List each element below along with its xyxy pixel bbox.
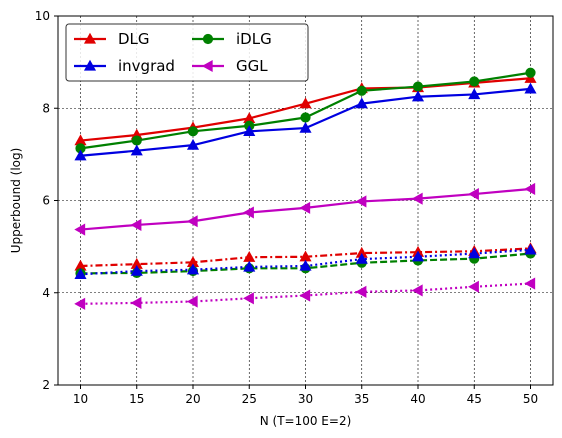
data-point-2-1 xyxy=(130,144,143,156)
series-layer xyxy=(74,67,537,310)
series-3 xyxy=(74,182,536,236)
data-point-7-8 xyxy=(524,277,536,290)
data-point-7-0 xyxy=(74,297,86,310)
data-point-2-4 xyxy=(299,121,312,133)
data-point-3-2 xyxy=(186,215,198,228)
data-point-2-6 xyxy=(411,90,425,102)
x-tick-label-5: 35 xyxy=(354,392,369,406)
legend-label-0: DLG xyxy=(118,30,150,48)
data-point-3-8 xyxy=(524,182,536,196)
data-point-3-6 xyxy=(411,192,423,205)
legend-label-3: GGL xyxy=(236,57,268,75)
legend-item-1: iDLG xyxy=(192,30,272,48)
data-point-6-4 xyxy=(299,259,312,271)
data-point-2-7 xyxy=(468,88,481,100)
data-point-7-6 xyxy=(411,284,423,297)
data-point-1-2 xyxy=(187,126,199,137)
data-point-6-2 xyxy=(186,263,200,275)
data-point-2-2 xyxy=(186,138,200,150)
legend: DLG iDLG invgrad GGL xyxy=(65,23,309,82)
series-2 xyxy=(74,82,537,161)
data-point-1-6 xyxy=(412,81,424,92)
data-point-7-2 xyxy=(186,295,198,308)
x-tick-label-6: 40 xyxy=(410,392,425,406)
data-point-1-8 xyxy=(525,67,536,78)
legend-box xyxy=(65,23,309,82)
x-tick-label-3: 25 xyxy=(242,392,257,406)
data-point-0-4 xyxy=(299,97,312,109)
legend-marker-0 xyxy=(83,32,97,44)
legend-item-2: invgrad xyxy=(74,57,175,75)
data-point-3-3 xyxy=(243,206,254,219)
data-point-6-6 xyxy=(411,250,425,262)
data-point-2-0 xyxy=(74,149,87,161)
data-point-1-1 xyxy=(131,135,142,146)
data-point-3-0 xyxy=(74,223,86,236)
x-tick-label-2: 20 xyxy=(185,392,200,406)
data-point-3-4 xyxy=(299,201,311,214)
data-point-2-5 xyxy=(355,97,368,109)
data-point-6-1 xyxy=(130,264,143,276)
data-point-3-1 xyxy=(130,218,142,231)
data-point-3-5 xyxy=(355,195,367,208)
data-point-6-7 xyxy=(468,247,481,259)
data-point-6-8 xyxy=(524,243,537,255)
y-tick-label-0: 2 xyxy=(42,378,50,392)
legend-marker-1 xyxy=(202,33,214,45)
y-tick-label-2: 6 xyxy=(42,194,50,208)
data-point-7-1 xyxy=(130,296,142,309)
data-point-7-5 xyxy=(355,285,367,298)
series-6 xyxy=(74,243,537,279)
legend-item-0: DLG xyxy=(74,30,150,48)
axis-ticks: 10 15 20 25 30 35 40 45 50 2 4 6 8 10 xyxy=(35,9,538,406)
data-point-3-7 xyxy=(468,187,479,201)
series-1 xyxy=(75,67,536,154)
legend-label-1: iDLG xyxy=(236,30,272,48)
series-7 xyxy=(74,277,536,310)
data-point-7-4 xyxy=(299,289,311,302)
data-point-1-4 xyxy=(300,112,311,123)
data-point-7-3 xyxy=(243,292,254,305)
data-point-2-8 xyxy=(524,82,537,94)
y-tick-label-1: 4 xyxy=(42,286,50,300)
legend-item-3: GGL xyxy=(192,57,268,75)
y-axis-label: Upperbound (log) xyxy=(9,148,23,254)
y-tick-label-3: 8 xyxy=(42,101,50,115)
x-tick-label-1: 15 xyxy=(129,392,144,406)
data-point-6-5 xyxy=(355,252,368,264)
x-tick-label-0: 10 xyxy=(73,392,88,406)
data-point-2-3 xyxy=(243,125,256,136)
legend-marker-3 xyxy=(201,59,213,73)
data-point-6-3 xyxy=(243,260,256,272)
data-point-1-7 xyxy=(469,76,480,87)
x-tick-label-8: 50 xyxy=(523,392,538,406)
data-point-7-7 xyxy=(468,280,479,293)
legend-marker-2 xyxy=(83,59,97,71)
data-point-1-5 xyxy=(356,85,367,96)
x-tick-label-7: 45 xyxy=(467,392,482,406)
x-tick-label-4: 30 xyxy=(298,392,313,406)
data-point-6-0 xyxy=(74,268,87,279)
x-axis-label: N (T=100 E=2) xyxy=(260,414,352,428)
legend-label-2: invgrad xyxy=(118,57,175,75)
y-tick-label-4: 10 xyxy=(35,9,50,23)
